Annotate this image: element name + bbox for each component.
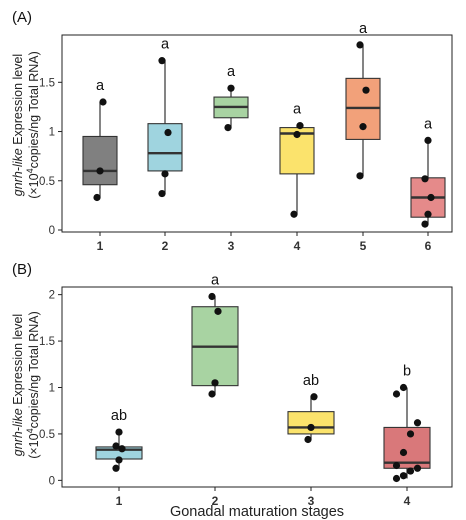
y-axis-label-gene: gnrh-like: [11, 408, 25, 456]
data-point: [392, 474, 401, 483]
y-axis-label: gnrh-like Expression level: [11, 54, 25, 196]
significance-letter: a: [359, 21, 368, 37]
panel-label: (A): [12, 9, 32, 26]
data-point: [208, 390, 216, 398]
data-point: [406, 430, 415, 438]
significance-letter: ab: [303, 373, 319, 389]
data-point: [158, 57, 166, 65]
data-point: [96, 167, 104, 175]
y-tick-label: 1.5: [39, 77, 55, 89]
data-point: [112, 442, 120, 450]
significance-letter: b: [403, 364, 411, 380]
y-axis-units-sup: 4: [25, 168, 35, 173]
y-tick-label: 1.5: [39, 336, 55, 348]
data-point: [424, 210, 432, 218]
significance-letter: a: [211, 273, 220, 289]
data-point: [399, 472, 408, 480]
data-point: [392, 461, 401, 470]
data-point: [214, 307, 222, 315]
data-point: [296, 122, 304, 130]
y-axis-label-text: Expression level: [11, 314, 25, 409]
significance-letter: a: [227, 64, 236, 80]
significance-letter: a: [161, 37, 170, 53]
y-tick-label: 2: [49, 290, 55, 302]
data-point: [164, 128, 172, 137]
y-axis-units-pre: (×10: [27, 173, 41, 198]
x-axis-label: Gonadal maturation stages: [170, 504, 344, 520]
significance-letter: a: [96, 78, 105, 94]
data-point: [399, 383, 408, 392]
data-point: [421, 220, 429, 228]
y-axis-label-units: (×104copies/ng Total RNA): [25, 51, 41, 199]
data-point: [161, 170, 169, 178]
y-tick-label: 0: [49, 225, 55, 237]
data-point: [304, 435, 312, 444]
data-point: [356, 172, 364, 180]
y-tick-label: 0: [49, 475, 55, 487]
x-tick-label: 1: [116, 494, 123, 508]
data-point: [399, 448, 408, 457]
data-point: [115, 456, 123, 464]
data-point: [427, 193, 435, 202]
y-tick-label: 1: [49, 383, 55, 395]
x-tick-label: 2: [162, 239, 169, 253]
x-tick-label: 3: [228, 239, 235, 253]
x-tick-label: 5: [360, 239, 367, 253]
y-tick-label: 0.5: [39, 429, 55, 441]
data-point: [211, 379, 219, 387]
data-point: [359, 123, 367, 131]
data-point: [362, 86, 370, 94]
y-tick-label: 0.5: [39, 176, 55, 188]
panel-a: (A) 0 0.5 1 1.5 1 2 3 4 5 6 gnrh-like Expression le…: [11, 9, 453, 253]
data-point: [310, 393, 318, 401]
panel-label: (B): [12, 261, 32, 278]
y-axis-units-post: copies/ng Total RNA): [27, 51, 41, 168]
x-tick-label: 1: [97, 239, 104, 253]
x-tick-label: 4: [294, 239, 301, 253]
data-point: [406, 467, 415, 475]
data-point: [290, 210, 298, 218]
data-point: [413, 464, 422, 472]
plot-frame: [61, 34, 453, 233]
significance-letter: a: [293, 102, 302, 118]
x-tick-label: 3: [308, 494, 315, 508]
data-point: [227, 84, 235, 92]
data-point: [99, 98, 107, 106]
data-point: [293, 130, 301, 139]
data-point: [112, 464, 120, 472]
data-point: [424, 136, 432, 144]
y-axis-label-units: (×104copies/ng Total RNA): [25, 311, 41, 459]
x-tick-label: 4: [404, 494, 411, 508]
data-point: [118, 445, 126, 453]
y-tick-label: 1: [49, 127, 55, 139]
y-axis-label-text: Expression level: [11, 54, 25, 149]
x-tick-label: 2: [212, 494, 219, 508]
data-point: [208, 292, 216, 301]
data-point: [93, 193, 101, 202]
y-axis-label: gnrh-like Expression level: [11, 314, 25, 456]
data-point: [158, 189, 166, 198]
data-point: [421, 175, 429, 183]
box-iqr: [279, 127, 315, 175]
significance-letter: a: [424, 116, 433, 132]
y-axis-units-sup: 4: [25, 428, 35, 433]
x-tick-label: 6: [425, 239, 432, 253]
data-point: [115, 428, 123, 436]
data-point: [356, 41, 364, 49]
data-point: [307, 423, 315, 432]
data-point: [224, 124, 232, 132]
y-axis-label-gene: gnrh-like: [11, 148, 25, 196]
significance-letter: ab: [111, 408, 127, 424]
data-point: [413, 419, 422, 427]
box-iqr: [82, 135, 118, 186]
y-axis-units-post: copies/ng Total RNA): [27, 311, 41, 428]
y-axis-units-pre: (×10: [27, 433, 41, 458]
data-point: [392, 390, 401, 398]
